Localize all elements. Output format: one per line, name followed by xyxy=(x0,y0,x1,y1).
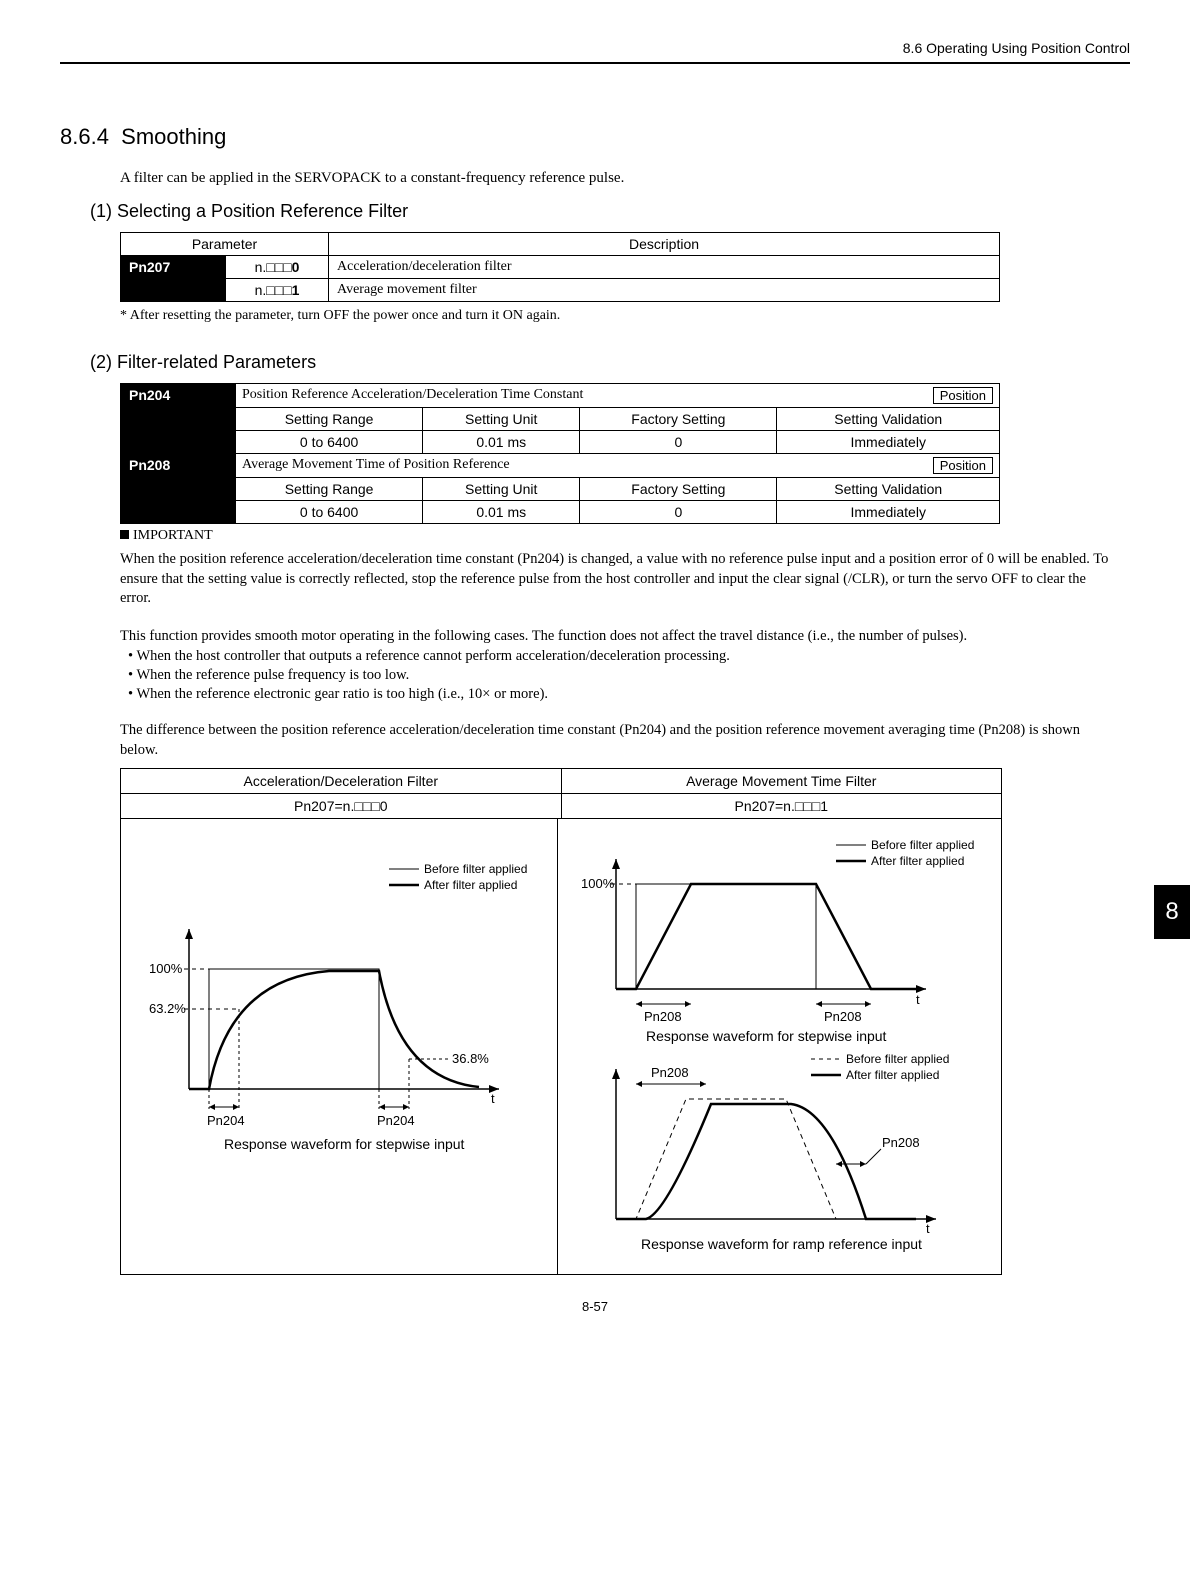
parameter-select-table: Parameter Description Pn207 n.□□□0 Accel… xyxy=(120,232,1000,302)
diagram-right-title: Average Movement Time Filter xyxy=(562,769,1002,793)
val-validation: Immediately xyxy=(777,501,1000,524)
table-row: Pn208 Average Movement Time of Position … xyxy=(121,454,1000,478)
cell-pn207: Pn207 xyxy=(121,256,226,302)
table-row: 0 to 6400 0.01 ms 0 Immediately xyxy=(121,431,1000,454)
col-description: Description xyxy=(329,233,1000,256)
important-heading: IMPORTANT xyxy=(120,528,1130,544)
left-graph-svg: 100% 63.2% 36.8% t Pn204 Pn204 Response … xyxy=(129,829,549,1189)
right-caption1: Response waveform for stepwise input xyxy=(646,1028,887,1044)
right-graph-svg: Before filter applied After filter appli… xyxy=(566,829,996,1259)
cell-pn204: Pn204 xyxy=(121,384,236,454)
right-graph: Before filter applied After filter appli… xyxy=(558,819,1004,1274)
page-header: 8.6 Operating Using Position Control xyxy=(60,40,1130,64)
cell-desc: Acceleration/deceleration filter xyxy=(329,256,1000,279)
left-graph: 100% 63.2% 36.8% t Pn204 Pn204 Response … xyxy=(121,819,558,1274)
tag-position: Position xyxy=(933,457,993,474)
left-caption: Response waveform for stepwise input xyxy=(224,1136,465,1152)
label-100-r: 100% xyxy=(581,876,615,891)
val-factory: 0 xyxy=(580,431,777,454)
label-pn208-1: Pn208 xyxy=(644,1009,682,1024)
right-caption2: Response waveform for ramp reference inp… xyxy=(641,1236,922,1252)
label-pn204-1: Pn204 xyxy=(207,1113,245,1128)
filter-params-table: Pn204 Position Reference Acceleration/De… xyxy=(120,383,1000,524)
page-footer: 8-57 xyxy=(60,1299,1130,1314)
val-validation: Immediately xyxy=(777,431,1000,454)
important-p3: The difference between the position refe… xyxy=(120,721,1110,760)
col-factory: Factory Setting xyxy=(580,408,777,431)
col-factory: Factory Setting xyxy=(580,478,777,501)
diagram-right-sub: Pn207=n.□□□1 xyxy=(562,794,1002,818)
cell-title: Average Movement Time of Position Refere… xyxy=(236,454,1000,478)
table-row: 0 to 6400 0.01 ms 0 Immediately xyxy=(121,501,1000,524)
cell-title: Position Reference Acceleration/Decelera… xyxy=(236,384,1000,408)
label-pn208-right: Pn208 xyxy=(882,1135,920,1150)
col-range: Setting Range xyxy=(236,478,423,501)
legend-after: After filter applied xyxy=(424,878,517,892)
important-p2: This function provides smooth motor oper… xyxy=(120,627,1110,647)
bullet-item: • When the reference pulse frequency is … xyxy=(128,667,1130,684)
header-right: 8.6 Operating Using Position Control xyxy=(903,40,1130,56)
val-factory: 0 xyxy=(580,501,777,524)
diagram-left-title: Acceleration/Deceleration Filter xyxy=(121,769,562,793)
intro-text: A filter can be applied in the SERVOPACK… xyxy=(120,170,1130,187)
label-t-r2: t xyxy=(926,1221,930,1236)
subsection-1-heading: (1) Selecting a Position Reference Filte… xyxy=(90,201,1130,222)
table-row: n.□□□1 Average movement filter xyxy=(121,279,1000,302)
label-pn204-2: Pn204 xyxy=(377,1113,415,1128)
label-t: t xyxy=(491,1091,495,1106)
col-parameter: Parameter xyxy=(121,233,329,256)
subsection-2-heading: (2) Filter-related Parameters xyxy=(90,352,1130,373)
square-bullet-icon xyxy=(120,530,129,539)
col-range: Setting Range xyxy=(236,408,423,431)
col-unit: Setting Unit xyxy=(423,478,580,501)
page-tab: 8 xyxy=(1154,885,1190,939)
col-validation: Setting Validation xyxy=(777,408,1000,431)
cell-pn208: Pn208 xyxy=(121,454,236,524)
label-368: 36.8% xyxy=(452,1051,489,1066)
val-range: 0 to 6400 xyxy=(236,501,423,524)
diagram-left-sub: Pn207=n.□□□0 xyxy=(121,794,562,818)
label-pn208-top: Pn208 xyxy=(651,1065,689,1080)
important-p1: When the position reference acceleration… xyxy=(120,550,1110,609)
val-range: 0 to 6400 xyxy=(236,431,423,454)
col-unit: Setting Unit xyxy=(423,408,580,431)
table-row: Setting Range Setting Unit Factory Setti… xyxy=(121,478,1000,501)
label-63: 63.2% xyxy=(149,1001,186,1016)
section-heading: 8.6.4 Smoothing xyxy=(60,124,1130,150)
section-title: Smoothing xyxy=(121,124,226,149)
label-100: 100% xyxy=(149,961,183,976)
cell-code: n.□□□0 xyxy=(226,256,329,279)
table-row: Pn204 Position Reference Acceleration/De… xyxy=(121,384,1000,408)
legend-before: Before filter applied xyxy=(424,862,527,876)
col-validation: Setting Validation xyxy=(777,478,1000,501)
cell-code: n.□□□1 xyxy=(226,279,329,302)
bullet-item: • When the reference electronic gear rat… xyxy=(128,686,1130,703)
bullet-list: • When the host controller that outputs … xyxy=(128,648,1130,703)
diagram-container: Acceleration/Deceleration Filter Average… xyxy=(120,768,1002,1275)
param-title: Average Movement Time of Position Refere… xyxy=(242,457,510,472)
table-row: Setting Range Setting Unit Factory Setti… xyxy=(121,408,1000,431)
val-unit: 0.01 ms xyxy=(423,501,580,524)
bullet-item: • When the host controller that outputs … xyxy=(128,648,1130,665)
section-number: 8.6.4 xyxy=(60,124,109,149)
label-t-r1: t xyxy=(916,992,920,1007)
tag-position: Position xyxy=(933,387,993,404)
legend-after: After filter applied xyxy=(871,854,964,868)
param-title: Position Reference Acceleration/Decelera… xyxy=(242,387,583,402)
cell-desc: Average movement filter xyxy=(329,279,1000,302)
legend-before: Before filter applied xyxy=(871,838,974,852)
legend-before-2: Before filter applied xyxy=(846,1052,949,1066)
legend-after-2: After filter applied xyxy=(846,1068,939,1082)
table-row: Pn207 n.□□□0 Acceleration/deceleration f… xyxy=(121,256,1000,279)
val-unit: 0.01 ms xyxy=(423,431,580,454)
label-pn208-2: Pn208 xyxy=(824,1009,862,1024)
important-label: IMPORTANT xyxy=(133,528,213,543)
reset-note: * After resetting the parameter, turn OF… xyxy=(120,308,1130,324)
